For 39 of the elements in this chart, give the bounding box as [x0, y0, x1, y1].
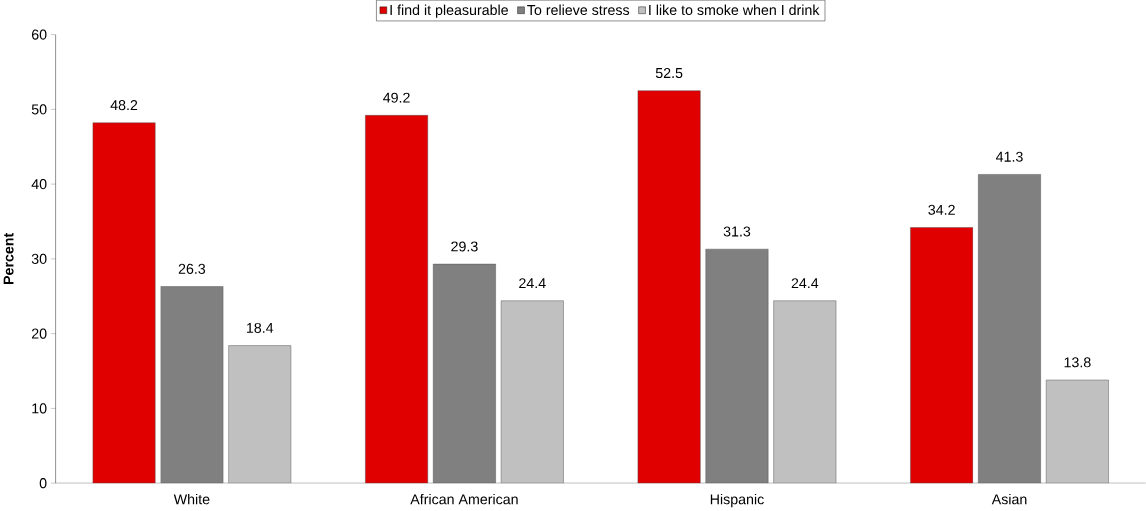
legend-label: To relieve stress: [527, 4, 630, 16]
bar: [365, 115, 428, 484]
y-tick-label: 20: [31, 328, 47, 339]
bar: [705, 249, 769, 484]
data-label: 34.2: [928, 204, 955, 215]
bar: [978, 174, 1041, 484]
y-axis-title: Percent: [3, 233, 14, 285]
data-label: 52.5: [655, 68, 683, 79]
bar: [637, 90, 701, 484]
bar: [228, 345, 292, 484]
y-tick-label: 50: [31, 104, 47, 115]
data-label: 29.3: [451, 241, 478, 252]
bar: [500, 300, 564, 484]
x-tick-label: White: [173, 493, 210, 505]
data-label: 49.2: [383, 92, 410, 103]
legend-label: I find it pleasurable: [390, 4, 508, 18]
bar: [160, 286, 224, 484]
data-label: 41.3: [995, 151, 1023, 162]
x-tick-label: African American: [410, 493, 518, 505]
data-label: 24.4: [791, 278, 819, 289]
x-tick-label: Asian: [991, 493, 1027, 505]
bar: [92, 122, 156, 484]
y-tick-label: 30: [31, 253, 47, 265]
data-label: 26.3: [178, 263, 206, 275]
x-tick-label: Hispanic: [710, 493, 764, 508]
data-label: 31.3: [723, 226, 751, 237]
y-tick-label: 10: [32, 403, 47, 414]
data-label: 18.4: [246, 322, 274, 334]
bar: [773, 300, 837, 484]
data-label: 13.8: [1064, 357, 1091, 368]
bar: [910, 227, 974, 484]
y-tick-label: 40: [31, 179, 47, 190]
y-tick-label: 0: [39, 478, 47, 489]
bar: [1045, 379, 1109, 484]
data-label: 24.4: [519, 278, 546, 289]
y-tick-label: 60: [31, 29, 47, 40]
legend-label: I like to smoke when I drink: [649, 4, 820, 16]
data-label: 48.2: [110, 100, 138, 111]
bar: [433, 263, 496, 484]
